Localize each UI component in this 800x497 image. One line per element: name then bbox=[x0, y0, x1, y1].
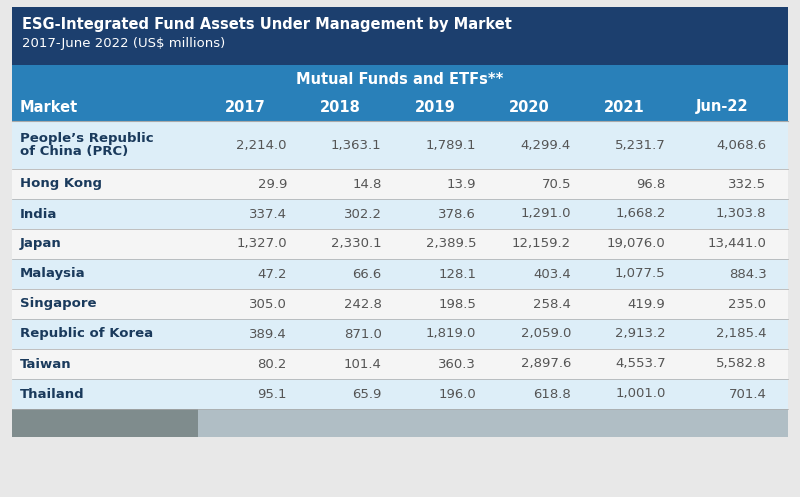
Bar bbox=[12, 65, 788, 93]
Text: 4,299.4: 4,299.4 bbox=[521, 139, 571, 152]
Text: 65.9: 65.9 bbox=[352, 388, 382, 401]
Bar bbox=[0, 437, 800, 497]
Text: 305.0: 305.0 bbox=[249, 298, 287, 311]
Bar bbox=[12, 259, 788, 289]
Bar bbox=[12, 349, 788, 379]
Text: 19,076.0: 19,076.0 bbox=[607, 238, 666, 250]
Bar bbox=[12, 169, 788, 199]
Text: 242.8: 242.8 bbox=[344, 298, 382, 311]
Text: 1,001.0: 1,001.0 bbox=[615, 388, 666, 401]
Text: 1,077.5: 1,077.5 bbox=[615, 267, 666, 280]
Text: 96.8: 96.8 bbox=[636, 177, 666, 190]
Bar bbox=[12, 229, 788, 259]
Bar bbox=[12, 121, 788, 169]
Text: 5,231.7: 5,231.7 bbox=[615, 139, 666, 152]
Text: 101.4: 101.4 bbox=[344, 357, 382, 370]
Text: Taiwan: Taiwan bbox=[20, 357, 72, 370]
Text: 337.4: 337.4 bbox=[249, 208, 287, 221]
Text: 871.0: 871.0 bbox=[344, 328, 382, 340]
Text: 13.9: 13.9 bbox=[446, 177, 476, 190]
Text: 1,327.0: 1,327.0 bbox=[236, 238, 287, 250]
Text: 2,913.2: 2,913.2 bbox=[615, 328, 666, 340]
Text: 258.4: 258.4 bbox=[533, 298, 571, 311]
Bar bbox=[12, 289, 788, 319]
Bar bbox=[788, 0, 800, 497]
Bar bbox=[0, 0, 12, 497]
Bar bbox=[198, 409, 788, 437]
Text: People’s Republic: People’s Republic bbox=[20, 132, 154, 145]
Bar bbox=[12, 319, 788, 349]
Text: 2018: 2018 bbox=[320, 99, 361, 114]
Text: 80.2: 80.2 bbox=[258, 357, 287, 370]
Text: 302.2: 302.2 bbox=[343, 208, 382, 221]
Text: 701.4: 701.4 bbox=[729, 388, 766, 401]
Text: Republic of Korea: Republic of Korea bbox=[20, 328, 153, 340]
Text: 1,363.1: 1,363.1 bbox=[331, 139, 382, 152]
Text: 66.6: 66.6 bbox=[352, 267, 382, 280]
Text: ESG-Integrated Fund Assets Under Management by Market: ESG-Integrated Fund Assets Under Managem… bbox=[22, 16, 512, 31]
Text: Mutual Funds and ETFs**: Mutual Funds and ETFs** bbox=[296, 72, 504, 86]
Text: 2017: 2017 bbox=[226, 99, 266, 114]
Text: 2,897.6: 2,897.6 bbox=[521, 357, 571, 370]
Text: 12,159.2: 12,159.2 bbox=[512, 238, 571, 250]
Text: 389.4: 389.4 bbox=[249, 328, 287, 340]
Text: 196.0: 196.0 bbox=[438, 388, 476, 401]
Bar bbox=[12, 93, 788, 121]
Text: Thailand: Thailand bbox=[20, 388, 85, 401]
Text: 2,059.0: 2,059.0 bbox=[521, 328, 571, 340]
Text: 403.4: 403.4 bbox=[533, 267, 571, 280]
Text: 4,068.6: 4,068.6 bbox=[716, 139, 766, 152]
Bar bbox=[12, 7, 788, 65]
Text: 2,389.5: 2,389.5 bbox=[426, 238, 476, 250]
Text: 95.1: 95.1 bbox=[258, 388, 287, 401]
Text: 29.9: 29.9 bbox=[258, 177, 287, 190]
Bar bbox=[12, 199, 788, 229]
Text: 13,441.0: 13,441.0 bbox=[708, 238, 766, 250]
Text: 47.2: 47.2 bbox=[258, 267, 287, 280]
Text: 2020: 2020 bbox=[510, 99, 550, 114]
Text: 2,330.1: 2,330.1 bbox=[331, 238, 382, 250]
Text: 1,789.1: 1,789.1 bbox=[426, 139, 476, 152]
Text: 332.5: 332.5 bbox=[728, 177, 766, 190]
Text: 2021: 2021 bbox=[604, 99, 645, 114]
Text: 419.9: 419.9 bbox=[628, 298, 666, 311]
Text: Jun-22: Jun-22 bbox=[696, 99, 748, 114]
Text: 128.1: 128.1 bbox=[438, 267, 476, 280]
Bar bbox=[12, 379, 788, 409]
Text: Market: Market bbox=[20, 99, 78, 114]
Text: 1,291.0: 1,291.0 bbox=[521, 208, 571, 221]
Text: Hong Kong: Hong Kong bbox=[20, 177, 102, 190]
Text: 198.5: 198.5 bbox=[438, 298, 476, 311]
Bar bbox=[12, 409, 198, 437]
Text: 618.8: 618.8 bbox=[533, 388, 571, 401]
Text: 70.5: 70.5 bbox=[542, 177, 571, 190]
Text: Japan: Japan bbox=[20, 238, 62, 250]
Text: 1,668.2: 1,668.2 bbox=[615, 208, 666, 221]
Text: 235.0: 235.0 bbox=[729, 298, 766, 311]
Text: 378.6: 378.6 bbox=[438, 208, 476, 221]
Text: 360.3: 360.3 bbox=[438, 357, 476, 370]
Text: Malaysia: Malaysia bbox=[20, 267, 86, 280]
Text: 2019: 2019 bbox=[414, 99, 455, 114]
Text: Singapore: Singapore bbox=[20, 298, 97, 311]
Text: 2,214.0: 2,214.0 bbox=[237, 139, 287, 152]
Text: 884.3: 884.3 bbox=[729, 267, 766, 280]
Text: 1,303.8: 1,303.8 bbox=[716, 208, 766, 221]
Text: 1,819.0: 1,819.0 bbox=[426, 328, 476, 340]
Text: 5,582.8: 5,582.8 bbox=[716, 357, 766, 370]
Text: India: India bbox=[20, 208, 58, 221]
Text: 2,185.4: 2,185.4 bbox=[716, 328, 766, 340]
Text: 2017-June 2022 (US$ millions): 2017-June 2022 (US$ millions) bbox=[22, 36, 226, 50]
Text: 4,553.7: 4,553.7 bbox=[615, 357, 666, 370]
Text: of China (PRC): of China (PRC) bbox=[20, 145, 128, 158]
Text: 14.8: 14.8 bbox=[352, 177, 382, 190]
